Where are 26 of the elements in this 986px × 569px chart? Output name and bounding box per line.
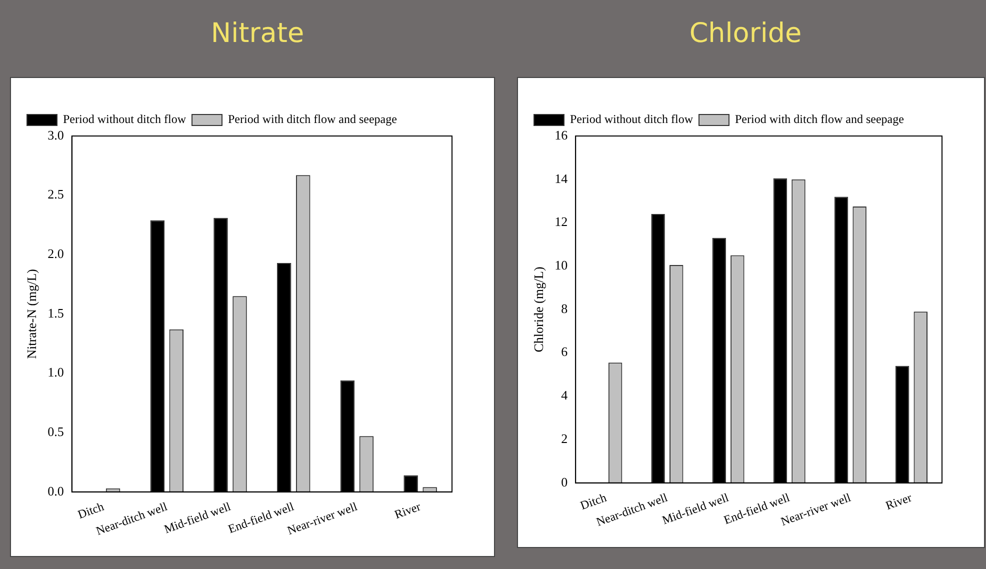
y-tick-label: 0.5 (48, 424, 64, 440)
chart-title: Chloride (688, 18, 803, 49)
y-tick-label: 6 (561, 344, 568, 360)
chart-title: Nitrate (210, 18, 306, 49)
y-tick-label: 1.0 (48, 364, 64, 380)
legend-label: Period with ditch flow and seepage (228, 112, 397, 126)
y-tick-label: 14 (554, 170, 568, 186)
y-tick-label: 16 (554, 127, 568, 142)
y-axis-title: Chloride (mg/L) (531, 266, 546, 352)
y-tick-label: 12 (554, 214, 568, 230)
y-tick-label: 1.5 (48, 305, 64, 320)
legend-label: Period with ditch flow and seepage (734, 112, 904, 126)
y-tick-label: 2 (561, 430, 568, 446)
x-tick-label: River (392, 499, 422, 522)
x-tick-label: River (884, 490, 914, 513)
y-tick-label: 0.0 (48, 483, 64, 498)
y-tick-label: 0 (561, 474, 568, 490)
y-tick-label: 4 (561, 388, 568, 403)
y-tick-label: 2.0 (48, 246, 64, 262)
y-axis-title: Nitrate-N (mg/L) (24, 269, 40, 359)
legend-label: Period without ditch flow (570, 112, 694, 126)
y-tick-label: 8 (561, 300, 568, 316)
y-tick-label: 3.0 (48, 127, 64, 142)
y-tick-label: 10 (554, 258, 568, 273)
legend-label: Period without ditch flow (63, 112, 186, 126)
y-tick-label: 2.5 (48, 186, 64, 202)
